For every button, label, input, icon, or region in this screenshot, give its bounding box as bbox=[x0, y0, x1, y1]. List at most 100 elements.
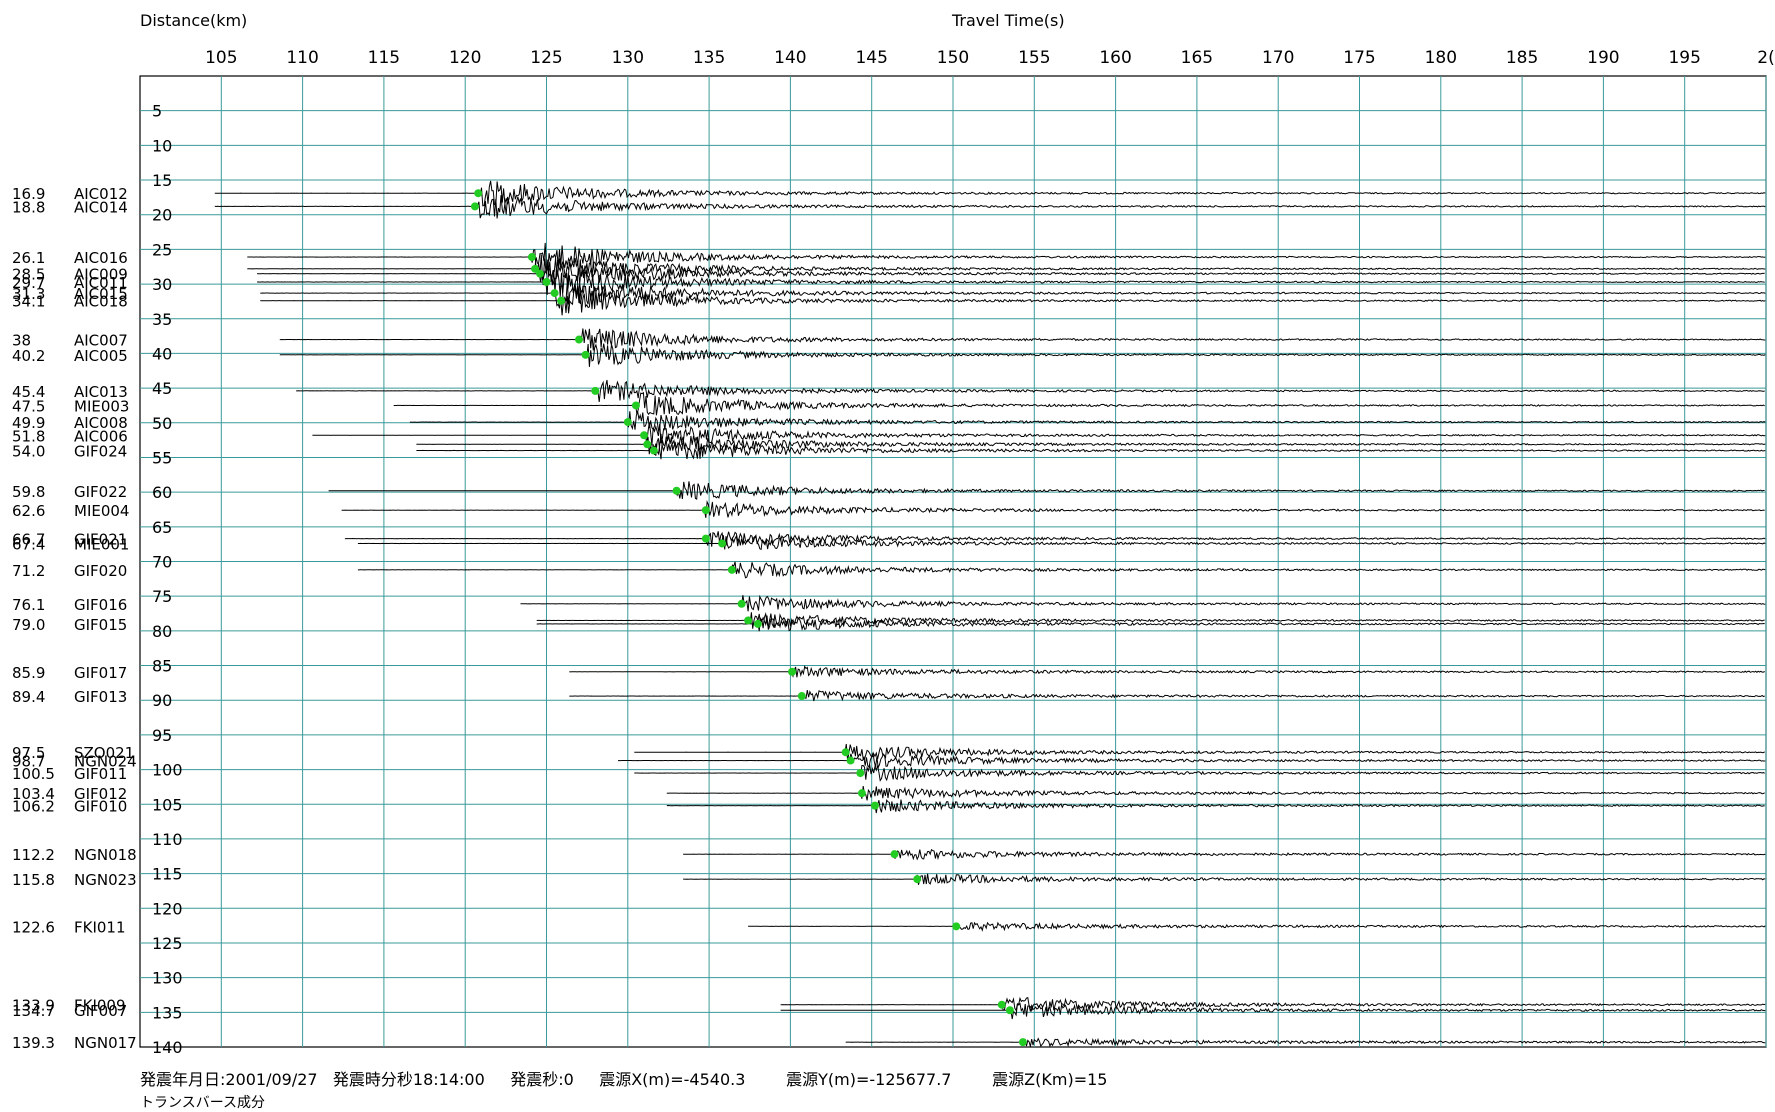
y-tick-label: 80 bbox=[152, 622, 172, 641]
y-tick-label: 75 bbox=[152, 587, 172, 606]
y-tick-label: 40 bbox=[152, 344, 172, 363]
station-name-label: AIC008 bbox=[74, 414, 128, 432]
footer-time: 発震時分秒18:14:00 bbox=[332, 1070, 485, 1089]
y-tick-label: 140 bbox=[152, 1038, 183, 1057]
station-distance-label: 79.0 bbox=[12, 616, 45, 634]
waveform-trace bbox=[357, 561, 1766, 579]
station-distance-label: 45.4 bbox=[12, 383, 45, 401]
arrival-pick-marker bbox=[1005, 1006, 1014, 1015]
y-tick-label: 35 bbox=[152, 310, 172, 329]
station-distance-label: 18.8 bbox=[12, 198, 45, 216]
station-labels: 16.9 AIC012 18.8 AIC014 26.1 AIC016 28.5 AIC009… bbox=[12, 185, 137, 1052]
arrival-pick-marker bbox=[631, 401, 640, 410]
station-distance-label: 31.3 bbox=[12, 285, 45, 303]
station-distance-label: 38 bbox=[12, 332, 31, 350]
station-distance-label: 28.5 bbox=[12, 266, 45, 284]
station-name-label: NGN017 bbox=[74, 1034, 137, 1052]
arrival-pick-marker bbox=[527, 253, 536, 262]
station-distance-label: 66.7 bbox=[12, 531, 45, 549]
arrival-pick-marker bbox=[701, 534, 710, 543]
waveform-trace bbox=[683, 873, 1766, 885]
y-tick-label: 130 bbox=[152, 969, 183, 988]
station-name-label: GIF007 bbox=[74, 1002, 127, 1020]
waveform-traces bbox=[214, 180, 1766, 1048]
station-distance-label: 115.8 bbox=[12, 871, 55, 889]
waveform-trace bbox=[748, 921, 1766, 932]
arrival-pick-marker bbox=[718, 539, 727, 548]
waveform-trace bbox=[257, 265, 1765, 296]
arrival-pick-marker bbox=[531, 264, 540, 273]
y-tick-label: 115 bbox=[152, 865, 183, 884]
arrival-pick-marker bbox=[841, 748, 850, 757]
arrival-pick-marker bbox=[591, 386, 600, 395]
station-distance-label: 98.7 bbox=[12, 753, 45, 771]
arrival-pick-marker bbox=[557, 296, 566, 305]
footer-date: 発震年月日:2001/09/27 bbox=[140, 1070, 318, 1089]
waveform-trace bbox=[279, 328, 1766, 351]
waveform-trace bbox=[634, 743, 1765, 761]
station-distance-label: 112.2 bbox=[12, 846, 55, 864]
arrival-pick-marker bbox=[744, 616, 753, 625]
y-tick-label: 45 bbox=[152, 379, 172, 398]
arrival-pick-marker bbox=[581, 350, 590, 359]
x-tick-label: 125 bbox=[530, 48, 562, 68]
x-tick-label: 140 bbox=[774, 48, 806, 68]
x-tick-label: 150 bbox=[937, 48, 969, 68]
waveform-trace bbox=[666, 786, 1765, 801]
footer-source-info: 発震年月日:2001/09/27 発震時分秒18:14:00 発震秒:0 震源X… bbox=[140, 1066, 1107, 1090]
x-tick-label: 105 bbox=[205, 48, 237, 68]
y-tick-label: 65 bbox=[152, 518, 172, 537]
x-tick-label: 145 bbox=[855, 48, 887, 68]
station-distance-label: 67.4 bbox=[12, 535, 45, 553]
footer-source-z: 震源Z(Km)=15 bbox=[992, 1070, 1108, 1089]
station-distance-label: 89.4 bbox=[12, 688, 45, 706]
station-name-label: GIF016 bbox=[74, 596, 127, 614]
waveform-trace bbox=[845, 1037, 1766, 1048]
arrival-pick-marker bbox=[890, 850, 899, 859]
x-tick-label: 130 bbox=[612, 48, 644, 68]
waveform-trace bbox=[344, 531, 1766, 547]
y-tick-label: 10 bbox=[152, 136, 172, 155]
arrival-pick-marker bbox=[474, 189, 483, 198]
arrival-pick-marker bbox=[857, 789, 866, 798]
station-distance-label: 51.8 bbox=[12, 427, 45, 445]
x-tick-label: 165 bbox=[1181, 48, 1213, 68]
station-name-label: AIC007 bbox=[74, 332, 128, 350]
arrival-pick-marker bbox=[672, 486, 681, 495]
waveform-trace bbox=[341, 500, 1765, 518]
waveform-trace bbox=[279, 343, 1766, 367]
station-name-label: AIC018 bbox=[74, 293, 128, 311]
station-name-label: NGN024 bbox=[74, 753, 137, 771]
station-name-label: GIF022 bbox=[74, 483, 127, 501]
arrival-picks bbox=[470, 189, 1027, 1047]
arrival-pick-marker bbox=[913, 875, 922, 884]
waveform-trace bbox=[666, 799, 1765, 814]
arrival-pick-marker bbox=[856, 769, 865, 778]
waveform-trace bbox=[247, 254, 1766, 280]
waveform-trace bbox=[520, 594, 1766, 612]
waveform-trace bbox=[683, 848, 1766, 861]
arrival-pick-marker bbox=[535, 269, 544, 278]
station-name-label: GIF017 bbox=[74, 664, 127, 682]
footer-source-x: 震源X(m)=-4540.3 bbox=[599, 1070, 746, 1089]
station-name-label: AIC015 bbox=[74, 285, 128, 303]
y-tick-label: 100 bbox=[152, 761, 183, 780]
y-tick-label: 105 bbox=[152, 795, 183, 814]
station-name-label: GIF021 bbox=[74, 531, 127, 549]
x-tick-label: 120 bbox=[449, 48, 481, 68]
y-tick-label: 30 bbox=[152, 275, 172, 294]
station-name-label: MIE003 bbox=[74, 397, 129, 415]
waveform-trace bbox=[618, 751, 1766, 770]
y-tick-label: 135 bbox=[152, 1003, 183, 1022]
waveform-trace bbox=[247, 242, 1766, 274]
arrival-pick-marker bbox=[797, 692, 806, 701]
waveform-trace bbox=[634, 764, 1765, 782]
arrival-pick-marker bbox=[727, 565, 736, 574]
waveform-trace bbox=[328, 481, 1765, 500]
x-tick-label: 190 bbox=[1587, 48, 1619, 68]
arrival-pick-marker bbox=[870, 801, 879, 810]
station-name-label: NGN018 bbox=[74, 846, 137, 864]
waveform-trace bbox=[780, 996, 1766, 1013]
x-tick-label: 155 bbox=[1018, 48, 1050, 68]
arrival-pick-marker bbox=[701, 506, 710, 515]
